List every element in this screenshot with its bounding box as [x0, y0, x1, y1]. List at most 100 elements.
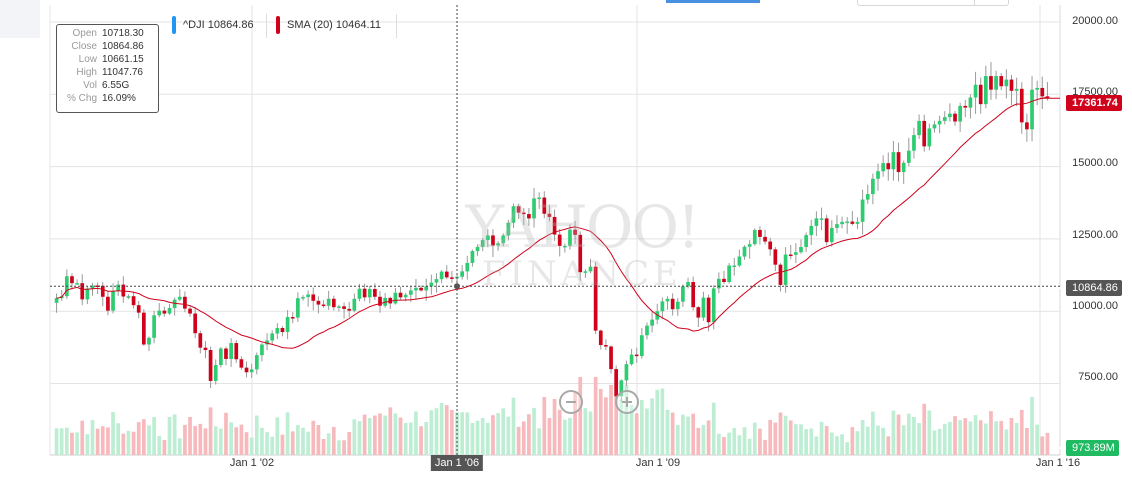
- candle-body: [619, 380, 624, 397]
- volume-bar: [254, 415, 259, 455]
- candle-body: [54, 298, 59, 303]
- ohlc-value: 16.09%: [102, 93, 136, 104]
- zoom-in-button[interactable]: [615, 390, 639, 414]
- candle-body: [675, 301, 680, 310]
- volume-bar: [378, 413, 382, 455]
- volume-bar: [485, 422, 490, 455]
- candle-body: [239, 359, 244, 368]
- volume-bar: [912, 416, 916, 455]
- volume-bar: [90, 420, 95, 455]
- candle-body: [562, 245, 567, 248]
- volume-bar: [645, 408, 649, 455]
- volume-bar: [460, 412, 465, 455]
- volume-bar: [501, 408, 506, 455]
- candle-body: [788, 254, 793, 257]
- active-tab-indicator[interactable]: [666, 0, 760, 3]
- candle-body: [614, 369, 619, 397]
- candle-body: [285, 317, 290, 333]
- candle-body: [645, 325, 649, 336]
- zoom-out-button[interactable]: [559, 390, 583, 414]
- candle-body: [727, 265, 731, 283]
- legend-label-dji: ^DJI 10864.86: [183, 19, 254, 31]
- volume-bar: [819, 421, 824, 455]
- volume-bar: [337, 440, 341, 455]
- volume-bar: [963, 418, 968, 455]
- volume-bar: [629, 404, 634, 455]
- volume-bar: [367, 417, 372, 455]
- candle-body: [85, 288, 90, 300]
- volume-bar: [424, 421, 429, 455]
- candle-body: [912, 135, 916, 151]
- volume-bar: [162, 439, 167, 455]
- candle-body: [722, 278, 726, 283]
- volume-bar: [219, 428, 223, 455]
- candle-body: [639, 335, 644, 357]
- candle-body: [362, 288, 367, 298]
- legend-item-dji[interactable]: ^DJI 10864.86: [172, 16, 254, 34]
- volume-bar: [393, 413, 398, 455]
- candle-body: [331, 298, 336, 308]
- candle-body: [845, 221, 850, 224]
- volume-bar: [152, 417, 156, 455]
- volume-bar: [829, 432, 834, 455]
- volume-bar: [850, 427, 855, 455]
- candle-body: [634, 354, 639, 357]
- volume-bar: [619, 399, 624, 455]
- volume-bar: [917, 423, 921, 455]
- ohlc-label: High: [76, 67, 97, 78]
- candle-body: [219, 348, 223, 366]
- last-volume-value: 973.89M: [1072, 442, 1115, 454]
- volume-bar: [249, 437, 254, 455]
- candle-body: [999, 76, 1004, 87]
- candle-body: [994, 76, 998, 90]
- candle-body: [249, 369, 254, 373]
- minus-icon: [566, 401, 576, 403]
- candle-body: [311, 294, 316, 301]
- candle-body: [568, 229, 572, 246]
- candle-body: [157, 310, 162, 316]
- sma-line: [56, 96, 1048, 349]
- candle-body: [906, 150, 911, 163]
- candle-body: [937, 120, 942, 125]
- volume-bar: [593, 377, 598, 455]
- volume-bar: [788, 420, 793, 455]
- volume-bar: [876, 425, 880, 455]
- candle-body: [604, 345, 608, 347]
- volume-bar: [937, 428, 942, 455]
- ohlc-label: % Chg: [66, 93, 97, 104]
- volume-bar: [465, 412, 470, 455]
- candle-body: [465, 262, 470, 272]
- candle-body: [234, 343, 239, 360]
- candle-body: [1045, 96, 1050, 99]
- crosshair-date-badge: Jan 1 '06: [430, 455, 484, 471]
- volume-bar: [1009, 417, 1014, 455]
- candle-body: [824, 218, 829, 243]
- candle-body: [224, 348, 228, 359]
- candle-body: [794, 252, 798, 255]
- volume-bar: [799, 424, 803, 455]
- candle-body: [198, 333, 203, 348]
- candle-body: [90, 285, 95, 289]
- legend-item-sma[interactable]: SMA (20) 10464.11: [276, 16, 381, 34]
- candle-body: [275, 328, 280, 334]
- volume-bar: [624, 384, 629, 455]
- candle-body: [393, 292, 398, 304]
- volume-bar: [193, 426, 198, 455]
- volume-bar: [783, 415, 788, 455]
- ohlc-row-close: Close 10864.86: [57, 40, 158, 53]
- candle-body: [773, 249, 778, 265]
- volume-bar: [234, 427, 239, 455]
- volume-bar: [978, 420, 983, 455]
- volume-bar: [311, 420, 316, 455]
- volume-bar: [1045, 432, 1050, 455]
- volume-bar: [809, 428, 814, 455]
- left-panel-block: [0, 0, 40, 38]
- candle-body: [758, 229, 762, 237]
- candle-body: [388, 297, 393, 304]
- volume-bar: [357, 421, 362, 455]
- candle-body: [429, 282, 434, 287]
- top-control-box[interactable]: [857, 0, 1009, 6]
- candle-body: [932, 124, 937, 129]
- candle-body: [650, 319, 654, 326]
